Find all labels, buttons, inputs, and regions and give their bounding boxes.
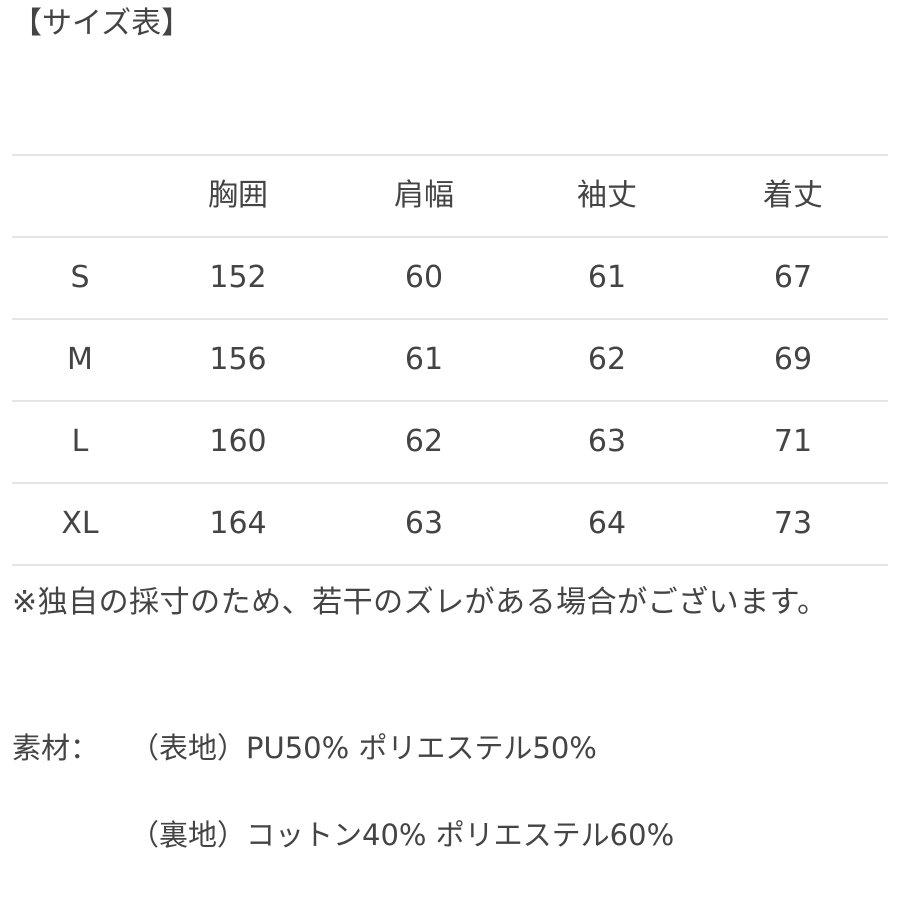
- table-cell: 60: [404, 260, 444, 295]
- table-cell: 164: [209, 506, 267, 541]
- table-cell: 71: [773, 424, 813, 459]
- table-cell: 62: [404, 424, 444, 459]
- header-chest: 胸囲: [208, 178, 268, 213]
- header-cell: [0, 156, 160, 236]
- table-cell: 67: [773, 260, 813, 295]
- header-shoulder: 肩幅: [394, 178, 454, 213]
- size-table: 胸囲 肩幅 袖丈 着丈 S 152 60 61 67 M 156 61 62 6…: [12, 154, 888, 566]
- table-cell: 160: [209, 424, 267, 459]
- table-cell: 73: [773, 506, 813, 541]
- table-cell: 63: [404, 506, 444, 541]
- size-cell: S: [70, 260, 90, 295]
- measurement-note: ※独自の採寸のため、若干のズレがある場合がございます。: [12, 585, 828, 620]
- table-row: XL 164 63 64 73: [12, 482, 888, 566]
- table-cell: 63: [587, 424, 627, 459]
- table-row: L 160 62 63 71: [12, 400, 888, 482]
- material-outer: （表地）PU50% ポリエステル50%: [130, 731, 597, 765]
- table-row: S 152 60 61 67: [12, 236, 888, 318]
- size-cell: M: [67, 342, 93, 377]
- table-cell: 152: [209, 260, 267, 295]
- table-cell: 61: [404, 342, 444, 377]
- table-cell: 69: [773, 342, 813, 377]
- table-header-row: 胸囲 肩幅 袖丈 着丈: [12, 154, 888, 236]
- material-label: 素材：: [12, 731, 100, 765]
- table-cell: 156: [209, 342, 267, 377]
- size-cell: L: [71, 424, 89, 459]
- table-cell: 61: [587, 260, 627, 295]
- header-length: 着丈: [763, 178, 823, 213]
- table-row: M 156 61 62 69: [12, 318, 888, 400]
- page-title: 【サイズ表】: [12, 6, 192, 41]
- size-cell: XL: [61, 506, 99, 541]
- table-cell: 64: [587, 506, 627, 541]
- table-cell: 62: [587, 342, 627, 377]
- header-sleeve: 袖丈: [577, 178, 637, 213]
- material-lining: （裏地）コットン40% ポリエステル60%: [130, 818, 675, 852]
